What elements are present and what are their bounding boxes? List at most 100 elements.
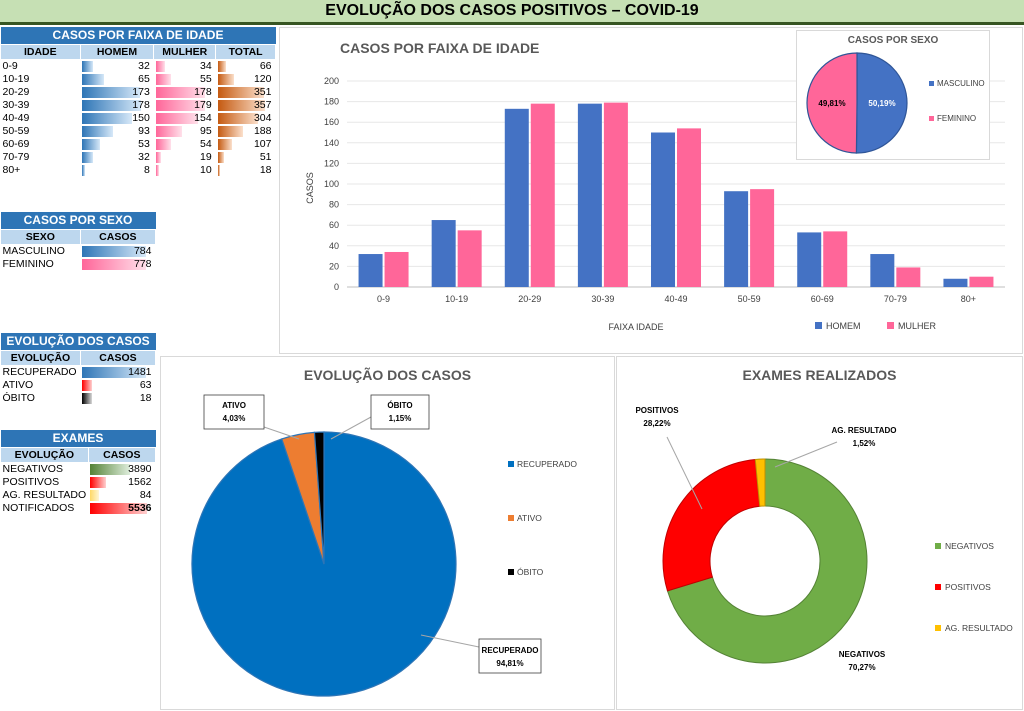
row-label: 50-59 bbox=[2, 125, 30, 137]
cell-value: 1562 bbox=[88, 476, 155, 489]
mulher-bar bbox=[155, 60, 166, 72]
pie-data-percent: 70,27% bbox=[848, 663, 875, 672]
pie-slice bbox=[806, 52, 858, 154]
y-tick-label: 40 bbox=[329, 241, 339, 251]
homem-value: 173 bbox=[132, 85, 150, 98]
row-label: ÓBITO bbox=[2, 392, 35, 404]
legend-label: ATIVO bbox=[517, 513, 542, 523]
homem-value: 53 bbox=[138, 137, 150, 150]
bar-homem bbox=[504, 108, 529, 287]
cell-value: 784 bbox=[80, 244, 155, 258]
exames-pie-title: EXAMES REALIZADOS bbox=[742, 367, 897, 383]
callout-box bbox=[478, 638, 542, 674]
bar-mulher bbox=[530, 103, 555, 287]
casos-bar bbox=[90, 489, 99, 501]
table-faixa: CASOS POR FAIXA DE IDADE IDADE HOMEM MUL… bbox=[0, 27, 276, 177]
y-tick-label: 100 bbox=[324, 179, 339, 189]
casos-value: 784 bbox=[133, 244, 152, 257]
exames-pie-panel: EXAMES REALIZADOS POSITIVOS 28,22% AG. RES… bbox=[616, 356, 1023, 710]
y-tick-label: 60 bbox=[329, 220, 339, 230]
sexo-pie-title: CASOS POR SEXO bbox=[847, 35, 939, 46]
legend-swatch bbox=[508, 461, 514, 467]
row-label: FEMININO bbox=[2, 258, 54, 270]
cell-total: 66 bbox=[216, 59, 276, 73]
bar-homem bbox=[577, 103, 602, 287]
cell-homem: 65 bbox=[80, 73, 154, 86]
table-row: 10-19 65 55 120 bbox=[1, 73, 276, 86]
pie-data-label: NEGATIVOS bbox=[839, 650, 886, 659]
row-label: NEGATIVOS bbox=[2, 463, 63, 475]
bar-mulher bbox=[750, 189, 775, 287]
table-exames-title: EXAMES bbox=[52, 431, 104, 446]
x-tick-label: 70-79 bbox=[884, 294, 907, 304]
legend-swatch bbox=[935, 584, 941, 590]
bar-mulher bbox=[677, 128, 701, 287]
cell-total: 351 bbox=[216, 86, 276, 99]
donut-slice bbox=[666, 458, 868, 664]
x-tick-label: 0-9 bbox=[377, 294, 390, 304]
legend-label: HOMEM bbox=[826, 321, 861, 331]
table-sexo-body: MASCULINO 784 FEMININO 778 bbox=[1, 244, 156, 271]
col-idade: IDADE bbox=[0, 43, 81, 60]
table-row: NEGATIVOS 3890 bbox=[1, 462, 156, 476]
table-row: ATIVO 63 bbox=[1, 379, 156, 392]
row-label: 10-19 bbox=[2, 73, 30, 85]
pie-data-percent: 28,22% bbox=[643, 419, 670, 428]
table-row: 60-69 53 54 107 bbox=[1, 138, 276, 151]
table-row: 0-9 32 34 66 bbox=[1, 59, 276, 73]
casos-bar bbox=[90, 463, 131, 475]
x-tick-label: 80+ bbox=[961, 294, 976, 304]
total-bar bbox=[217, 60, 227, 72]
total-value: 351 bbox=[253, 85, 272, 98]
table-faixa-title: CASOS POR FAIXA DE IDADE bbox=[52, 28, 224, 43]
cell-mulher: 154 bbox=[154, 112, 216, 125]
total-bar bbox=[217, 151, 225, 163]
mulher-value: 10 bbox=[199, 163, 212, 176]
table-row: 70-79 32 19 51 bbox=[1, 151, 276, 164]
col-sexo: SEXO bbox=[0, 228, 81, 245]
homem-value: 32 bbox=[138, 150, 150, 163]
total-value: 18 bbox=[259, 163, 272, 176]
x-tick-label: 40-49 bbox=[664, 294, 687, 304]
total-bar bbox=[217, 164, 221, 176]
bar-chart-title: CASOS POR FAIXA DE IDADE bbox=[340, 40, 540, 56]
homem-value: 178 bbox=[132, 98, 150, 111]
legend-label: POSITIVOS bbox=[945, 582, 991, 592]
pie-data-label: 49,81% bbox=[818, 99, 845, 108]
total-value: 304 bbox=[253, 111, 272, 124]
cell-homem: 93 bbox=[80, 125, 154, 138]
cell-mulher: 54 bbox=[154, 138, 216, 151]
leader-line bbox=[774, 441, 838, 468]
casos-bar bbox=[82, 392, 93, 404]
mulher-value: 154 bbox=[194, 111, 212, 124]
total-bar bbox=[217, 112, 259, 124]
bar-homem bbox=[724, 191, 749, 287]
total-value: 51 bbox=[259, 150, 272, 163]
legend-label: AG. RESULTADO bbox=[945, 623, 1013, 633]
total-value: 188 bbox=[253, 124, 272, 137]
mulher-bar bbox=[155, 86, 205, 98]
bar-mulher bbox=[457, 230, 482, 287]
evolucao-pie-chart: RECUPERADO 94,81% ATIVO 4,03% ÓBITO 1,15% RECU… bbox=[191, 394, 577, 697]
cell-value: 1481 bbox=[80, 365, 155, 379]
cell-mulher: 34 bbox=[154, 59, 216, 73]
row-label: 0-9 bbox=[2, 60, 18, 72]
cell-value: 5536 bbox=[88, 502, 155, 515]
x-axis-label: FAIXA IDADE bbox=[608, 322, 663, 332]
page-title: EVOLUÇÃO DOS CASOS POSITIVOS – COVID-19 bbox=[0, 0, 1024, 25]
y-tick-label: 140 bbox=[324, 138, 339, 148]
total-value: 357 bbox=[253, 98, 272, 111]
leader-line bbox=[330, 416, 372, 440]
cell-value: 63 bbox=[80, 379, 155, 392]
legend-swatch bbox=[929, 81, 934, 86]
table-row: AG. RESULTADO 84 bbox=[1, 489, 156, 502]
y-tick-label: 120 bbox=[324, 158, 339, 168]
homem-value: 32 bbox=[138, 59, 150, 72]
cell-homem: 178 bbox=[80, 99, 154, 112]
legend-swatch bbox=[887, 322, 894, 329]
table-row: MASCULINO 784 bbox=[1, 244, 156, 258]
legend-swatch bbox=[508, 569, 514, 575]
row-label: 30-39 bbox=[2, 99, 30, 111]
casos-bar bbox=[82, 366, 147, 378]
col-evolucao: EVOLUÇÃO bbox=[0, 349, 81, 366]
